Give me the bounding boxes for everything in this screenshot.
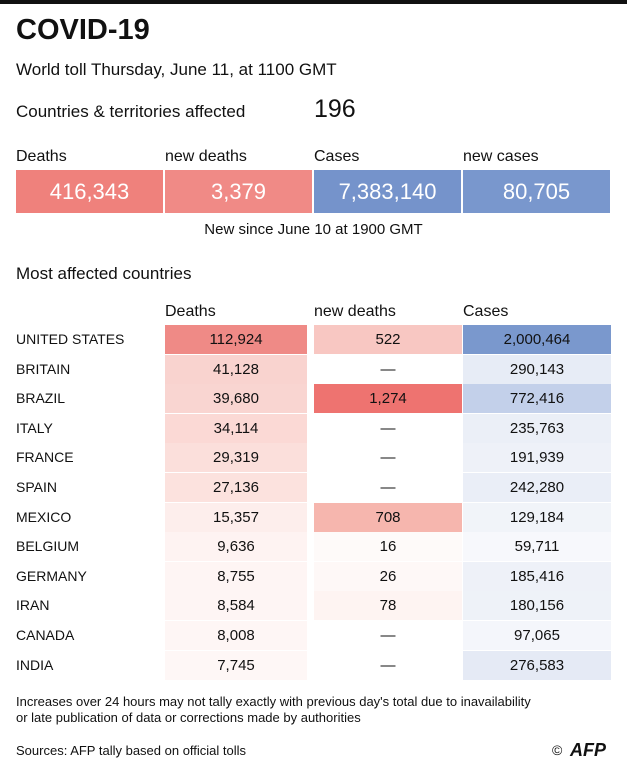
table-cell: 276,583 bbox=[463, 650, 611, 680]
table-cell: 242,280 bbox=[463, 473, 611, 502]
country-name: ITALY bbox=[16, 419, 53, 436]
table-cell: 78 bbox=[314, 591, 462, 621]
table-cell: — bbox=[314, 621, 462, 650]
source: Sources: AFP tally based on official tol… bbox=[16, 743, 247, 758]
title: COVID-19 bbox=[16, 14, 150, 46]
country-name: IRAN bbox=[16, 597, 50, 614]
table-cell: — bbox=[314, 413, 462, 443]
footnote: Increases over 24 hours may not tally ex… bbox=[16, 694, 531, 709]
table-cell: 27,136 bbox=[165, 473, 307, 502]
country-name: CANADA bbox=[16, 627, 75, 643]
table-cell: 708 bbox=[314, 502, 462, 532]
country-name: BRITAIN bbox=[16, 360, 71, 377]
table-cell: 8,008 bbox=[165, 621, 307, 650]
country-name: SPAIN bbox=[16, 479, 57, 495]
column-header: Deaths bbox=[165, 303, 216, 320]
totals-header: new cases bbox=[463, 148, 539, 165]
footnote: or late publication of data or correctio… bbox=[16, 710, 361, 725]
summary-label: Countries & territories affected bbox=[16, 102, 246, 121]
table-cell: 7,745 bbox=[165, 650, 307, 680]
totals-value: 416,343 bbox=[16, 170, 163, 213]
table-cell: 15,357 bbox=[165, 502, 307, 532]
table-cell: 8,755 bbox=[165, 561, 307, 591]
totals-value: 80,705 bbox=[463, 170, 610, 213]
top-rule bbox=[0, 0, 627, 4]
table-cell: 26 bbox=[314, 561, 462, 591]
table-cell: 9,636 bbox=[165, 532, 307, 562]
country-name: FRANCE bbox=[16, 449, 74, 466]
table-cell: 129,184 bbox=[463, 502, 611, 532]
table-cell: 1,274 bbox=[314, 384, 462, 414]
country-name: BRAZIL bbox=[16, 390, 66, 407]
logo: AFP bbox=[570, 740, 606, 760]
table-cell: 29,319 bbox=[165, 443, 307, 473]
table-cell: — bbox=[314, 443, 462, 473]
table-cell: 522 bbox=[314, 325, 462, 354]
table-cell: 34,114 bbox=[165, 413, 307, 443]
table-cell: 772,416 bbox=[463, 384, 611, 414]
table-cell: 41,128 bbox=[165, 354, 307, 384]
table-cell: 16 bbox=[314, 532, 462, 562]
table-cell: 112,924 bbox=[165, 325, 307, 354]
country-name: INDIA bbox=[16, 656, 54, 673]
totals-header: Cases bbox=[314, 148, 360, 165]
table-cell: 2,000,464 bbox=[463, 325, 611, 354]
totals-value: 7,383,140 bbox=[314, 170, 461, 213]
table-cell: — bbox=[314, 650, 462, 680]
section-title: Most affected countries bbox=[16, 264, 192, 283]
country-name: MEXICO bbox=[16, 508, 72, 525]
table-cell: 180,156 bbox=[463, 591, 611, 621]
column-header: Cases bbox=[463, 303, 509, 320]
table-cell: — bbox=[314, 473, 462, 502]
country-name: BELGIUM bbox=[16, 538, 80, 555]
note: New since June 10 at 1900 GMT bbox=[204, 221, 423, 238]
table-cell: 191,939 bbox=[463, 443, 611, 473]
table-cell: 59,711 bbox=[463, 532, 611, 562]
table-cell: 290,143 bbox=[463, 354, 611, 384]
country-name: UNITED STATES bbox=[16, 331, 125, 347]
table-cell: 97,065 bbox=[463, 621, 611, 650]
table-cell: 39,680 bbox=[165, 384, 307, 414]
table-cell: 185,416 bbox=[463, 561, 611, 591]
copyright-icon: © bbox=[552, 742, 563, 758]
totals-value: 3,379 bbox=[165, 170, 312, 213]
table-cell: 235,763 bbox=[463, 413, 611, 443]
subtitle: World toll Thursday, June 11, at 1100 GM… bbox=[16, 60, 337, 79]
column-header: new deaths bbox=[314, 303, 396, 320]
country-name: GERMANY bbox=[16, 567, 87, 584]
summary-value: 196 bbox=[314, 95, 356, 123]
table-cell: 8,584 bbox=[165, 591, 307, 621]
totals-header: new deaths bbox=[165, 148, 247, 165]
table-cell: — bbox=[314, 354, 462, 384]
totals-header: Deaths bbox=[16, 148, 67, 165]
